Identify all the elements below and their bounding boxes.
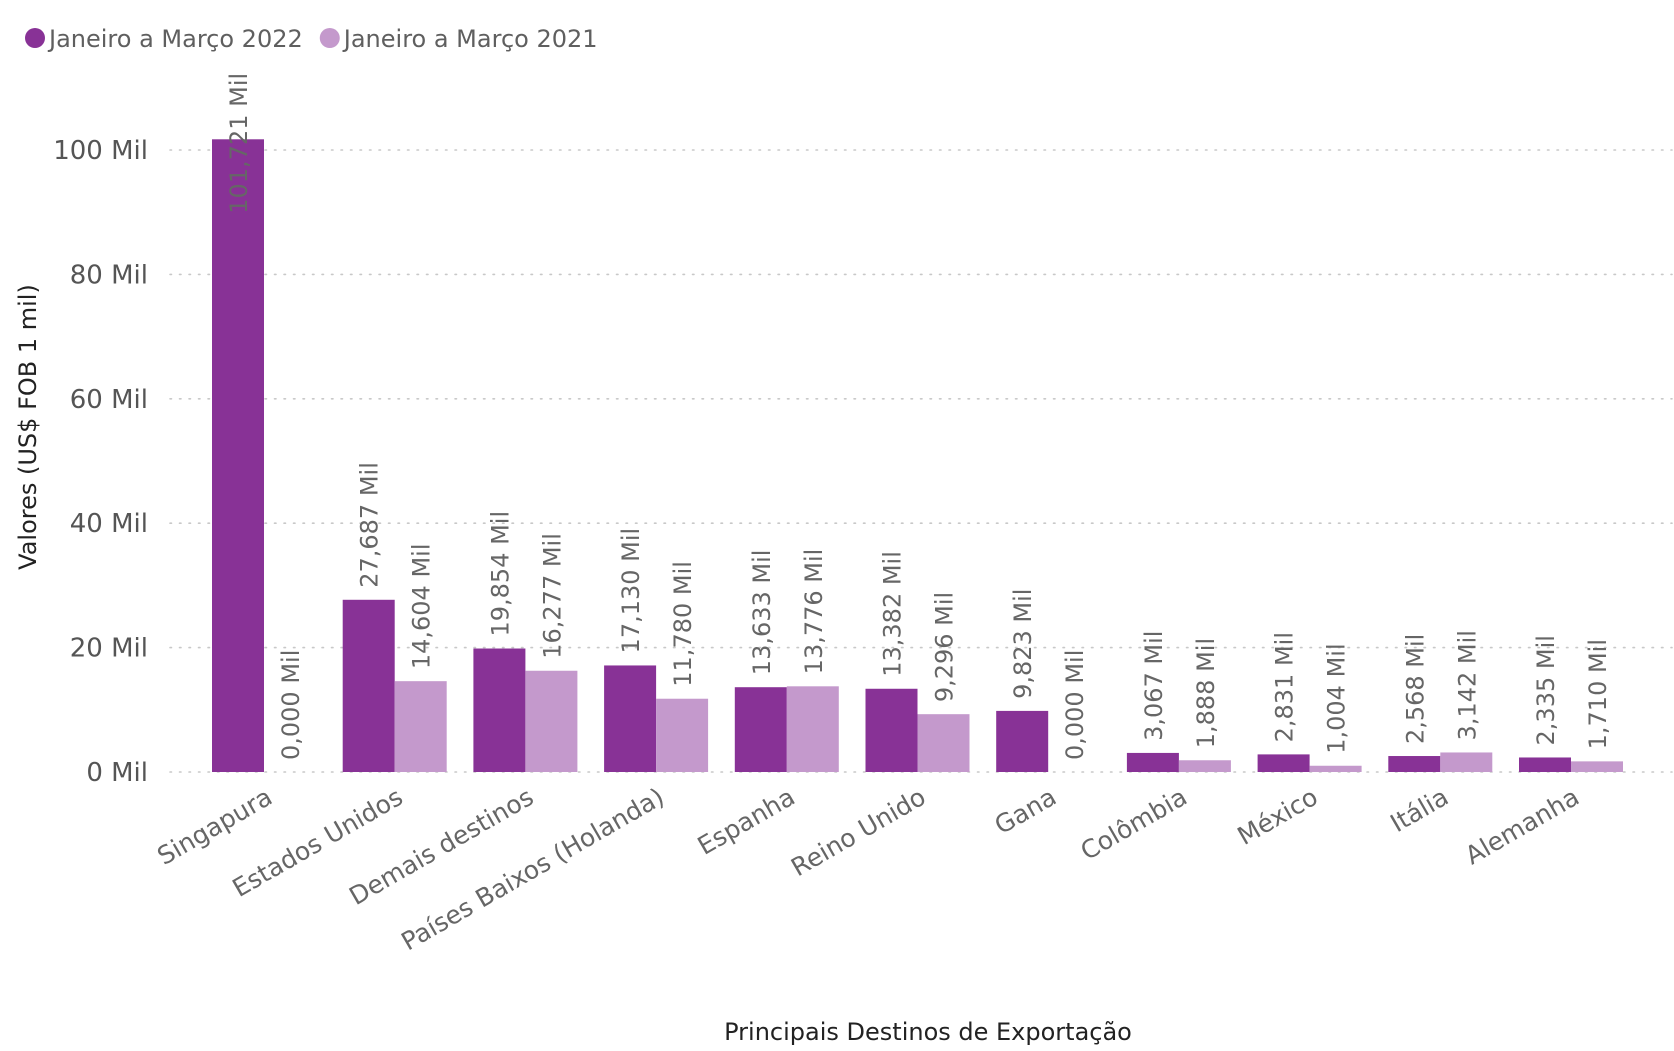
x-tick-label: Espanha — [693, 782, 800, 861]
legend-label: Janeiro a Março 2021 — [342, 25, 598, 53]
data-label: 101,721 Mil — [225, 73, 253, 214]
bar[interactable] — [917, 714, 970, 772]
data-label: 2,335 Mil — [1532, 635, 1560, 745]
y-axis-title: Valores (US$ FOB 1 mil) — [14, 284, 42, 570]
data-label: 11,780 Mil — [669, 561, 697, 687]
data-label: 3,067 Mil — [1140, 631, 1168, 741]
data-label: 13,776 Mil — [800, 549, 828, 675]
x-tick-label: México — [1232, 782, 1322, 851]
data-label: 14,604 Mil — [408, 544, 436, 670]
bar[interactable] — [1309, 765, 1362, 772]
data-label: 27,687 Mil — [356, 462, 384, 588]
data-label: 16,277 Mil — [538, 533, 566, 659]
bar[interactable] — [734, 687, 787, 772]
y-tick-label: 40 Mil — [70, 509, 148, 539]
data-label: 1,004 Mil — [1323, 643, 1351, 753]
data-labels: 101,721 Mil 0,000 Mil 27,687 Mil 14,604 Mil… — [225, 73, 1612, 760]
data-label: 13,633 Mil — [748, 550, 776, 676]
data-label: 0,000 Mil — [1061, 650, 1089, 760]
bar[interactable] — [1388, 756, 1441, 772]
data-label: 3,142 Mil — [1453, 630, 1481, 740]
bar[interactable] — [212, 139, 264, 772]
bars — [212, 139, 1623, 772]
bar[interactable] — [1519, 757, 1571, 772]
data-label: 9,296 Mil — [931, 592, 959, 702]
data-label: 0,000 Mil — [277, 650, 305, 760]
legend-marker — [25, 28, 45, 48]
x-tick-label: Colômbia — [1076, 782, 1192, 866]
bar[interactable] — [996, 710, 1049, 772]
bar[interactable] — [1178, 760, 1231, 772]
data-label: 2,568 Mil — [1401, 634, 1429, 744]
legend: Janeiro a Março 2022 Janeiro a Março 2021 — [25, 25, 598, 53]
bar[interactable] — [865, 688, 918, 772]
y-tick-label: 20 Mil — [70, 634, 148, 664]
y-tick-label: 80 Mil — [70, 260, 148, 290]
gridlines — [169, 149, 1673, 773]
bar[interactable] — [786, 686, 839, 772]
legend-marker — [319, 28, 340, 48]
bar[interactable] — [604, 665, 657, 772]
data-label: 9,823 Mil — [1009, 589, 1037, 699]
y-axis-ticks: 0 Mil 20 Mil 40 Mil 60 Mil 80 Mil 100 Mil — [53, 136, 148, 788]
data-label: 17,130 Mil — [617, 528, 645, 654]
bar[interactable] — [525, 670, 578, 772]
x-axis-title: Principais Destinos de Exportação — [724, 1018, 1132, 1046]
y-tick-label: 100 Mil — [53, 136, 148, 166]
legend-item[interactable]: Janeiro a Março 2022 — [25, 25, 303, 53]
bar[interactable] — [473, 648, 526, 772]
legend-item[interactable]: Janeiro a Março 2021 — [319, 25, 598, 53]
data-label: 19,854 Mil — [486, 511, 514, 637]
x-tick-label: Alemanha — [1460, 782, 1584, 870]
bar[interactable] — [1257, 754, 1310, 772]
x-tick-label: Itália — [1385, 782, 1453, 838]
x-tick-label: Reino Unido — [786, 782, 930, 882]
data-label: 1,710 Mil — [1584, 639, 1612, 749]
y-tick-label: 0 Mil — [86, 758, 148, 788]
bar[interactable] — [1126, 752, 1179, 772]
bar[interactable] — [342, 599, 395, 772]
x-tick-label: Gana — [990, 782, 1062, 840]
data-label: 13,382 Mil — [879, 551, 907, 677]
data-label: 1,888 Mil — [1192, 638, 1220, 748]
legend-label: Janeiro a Março 2022 — [47, 25, 303, 53]
bar[interactable] — [394, 681, 447, 772]
bar[interactable] — [1571, 761, 1623, 772]
bar[interactable] — [1440, 752, 1493, 772]
y-tick-label: 60 Mil — [70, 385, 148, 415]
bar[interactable] — [656, 698, 709, 772]
data-label: 2,831 Mil — [1271, 632, 1299, 742]
x-tick-label: Singapura — [152, 782, 277, 871]
